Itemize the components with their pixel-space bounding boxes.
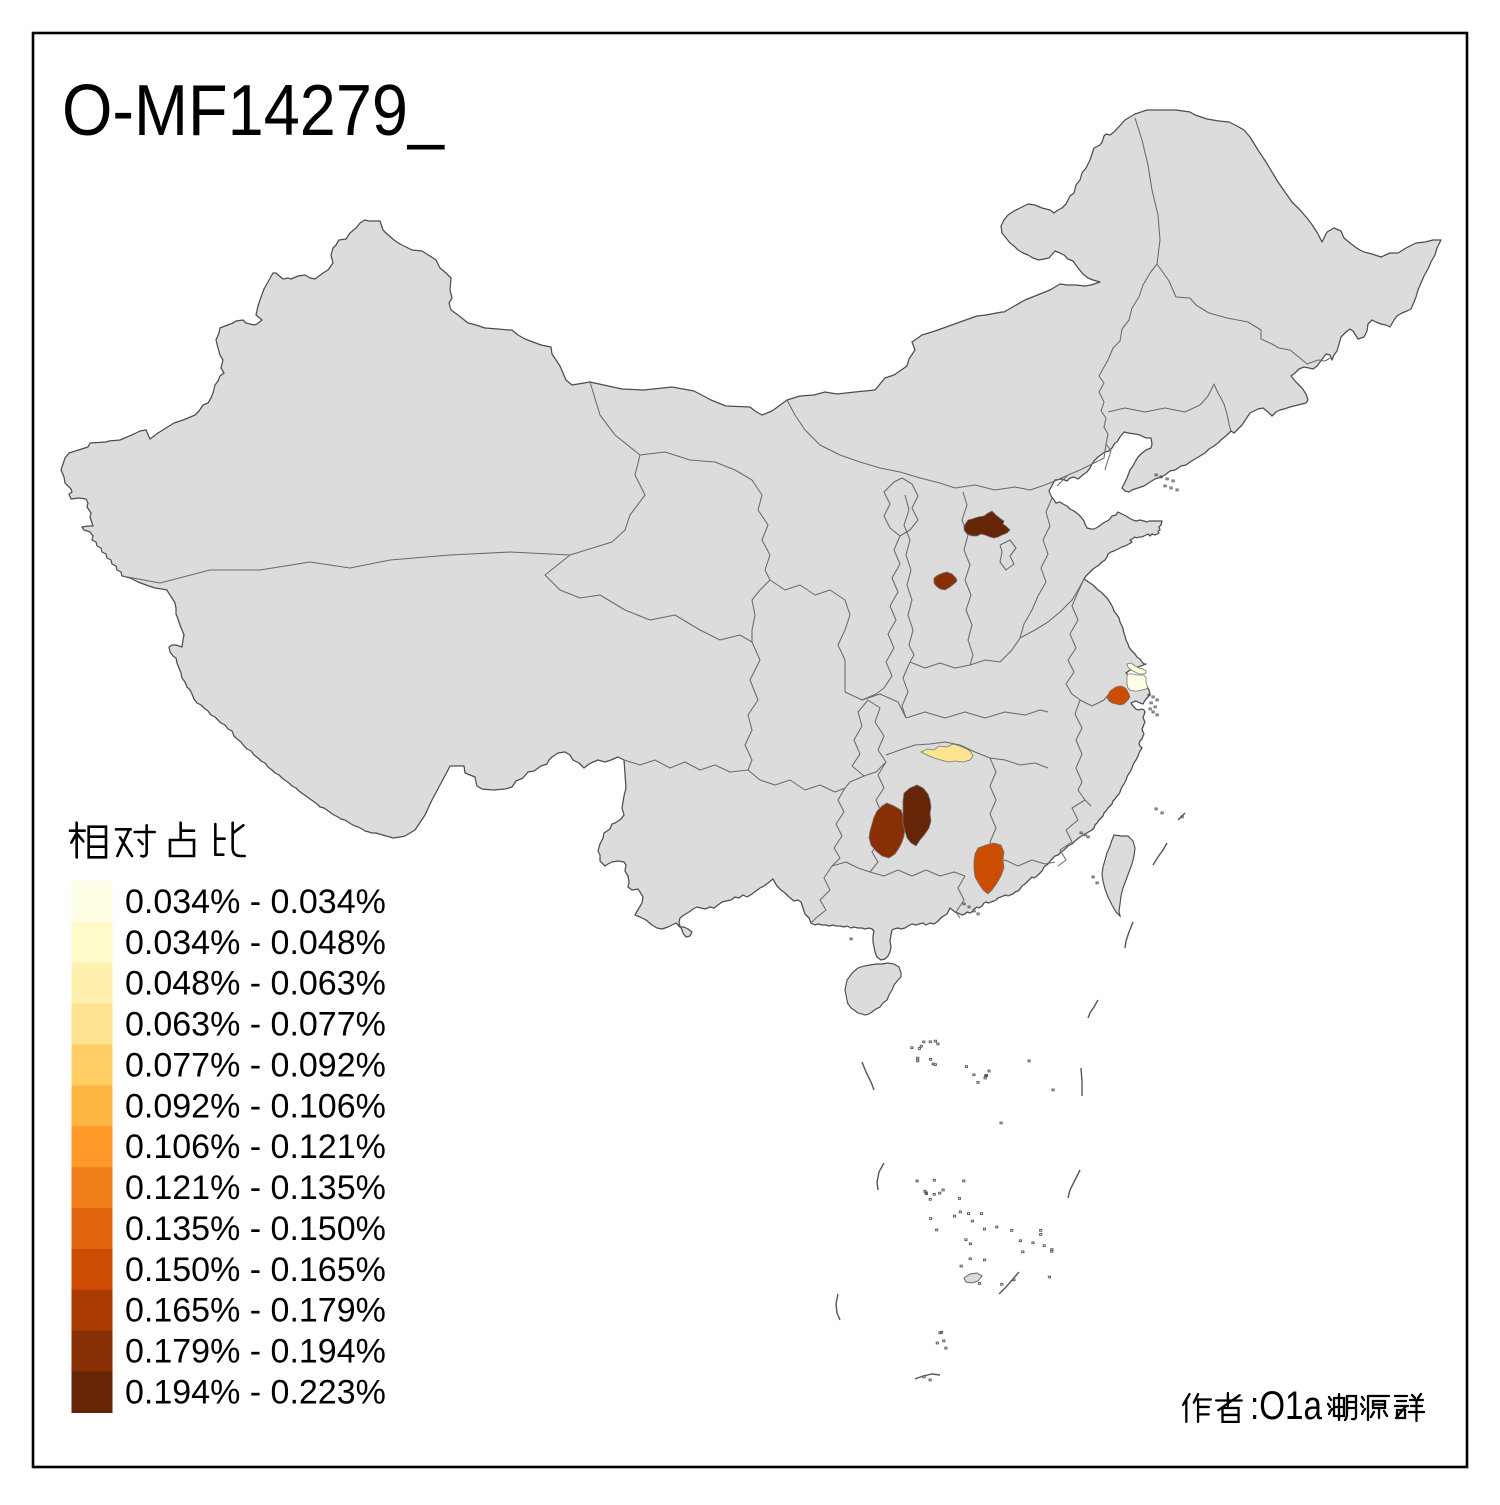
svg-text:0.150% - 0.165%: 0.150% - 0.165% (125, 1251, 386, 1289)
svg-text:0.034% - 0.048%: 0.034% - 0.048% (125, 924, 386, 962)
svg-text::O1a: :O1a (1250, 1384, 1323, 1428)
svg-text:0.165% - 0.179%: 0.165% - 0.179% (125, 1292, 386, 1330)
svg-text:0.121% - 0.135%: 0.121% - 0.135% (125, 1169, 386, 1207)
svg-text:O-MF14279_: O-MF14279_ (62, 71, 445, 151)
svg-text:0.106% - 0.121%: 0.106% - 0.121% (125, 1128, 386, 1166)
svg-text:0.092% - 0.106%: 0.092% - 0.106% (125, 1087, 386, 1125)
svg-text:0.034% - 0.034%: 0.034% - 0.034% (125, 883, 386, 921)
svg-text:0.179% - 0.194%: 0.179% - 0.194% (125, 1333, 386, 1371)
svg-text:0.194% - 0.223%: 0.194% - 0.223% (125, 1374, 386, 1412)
svg-text:0.063% - 0.077%: 0.063% - 0.077% (125, 1006, 386, 1044)
svg-text:0.048% - 0.063%: 0.048% - 0.063% (125, 965, 386, 1003)
svg-text:0.077% - 0.092%: 0.077% - 0.092% (125, 1047, 386, 1085)
svg-text:0.135% - 0.150%: 0.135% - 0.150% (125, 1210, 386, 1248)
